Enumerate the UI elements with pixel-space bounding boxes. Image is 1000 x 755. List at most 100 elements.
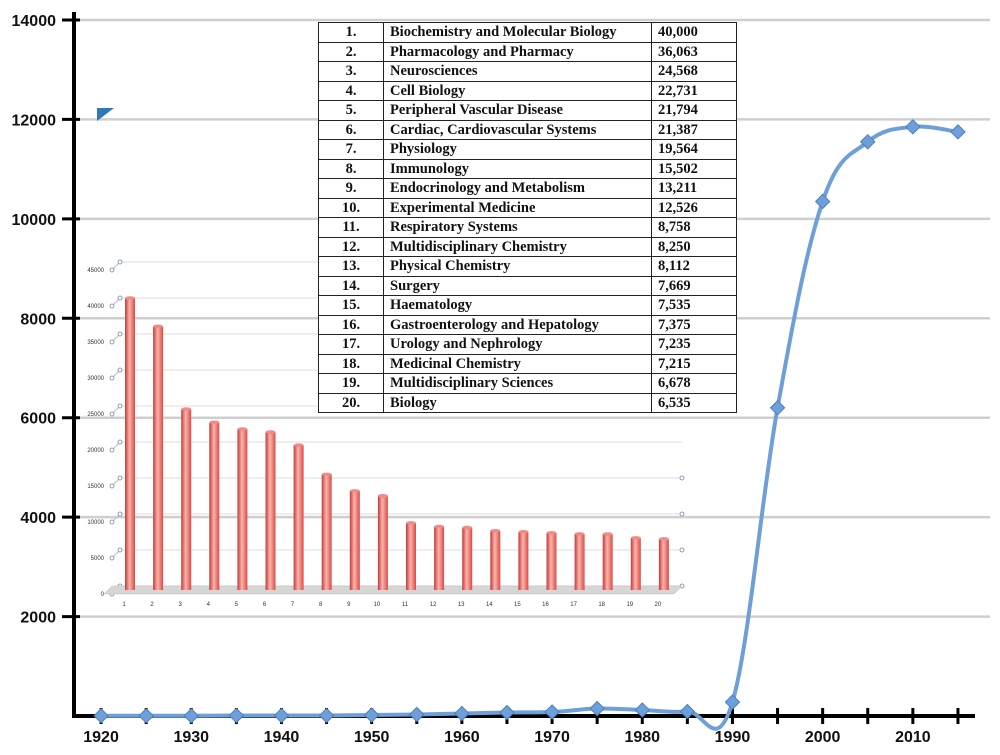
table-cell-field: Multidisciplinary Sciences: [383, 373, 652, 394]
table-cell-value: 24,568: [651, 61, 737, 82]
inset-tick-dot: [109, 267, 115, 273]
inset-bar: [546, 532, 557, 590]
table-cell-field: Experimental Medicine: [383, 197, 652, 218]
table-cell-field: Biology: [383, 392, 652, 413]
x-tick-label: 1980: [624, 729, 660, 746]
table-cell-value: 7,535: [651, 295, 737, 316]
table-cell-rank: 3.: [318, 61, 384, 82]
inset-bar-cap: [265, 430, 276, 434]
table-cell-rank: 17.: [318, 334, 384, 355]
table-cell-field: Cardiac, Cardiovascular Systems: [383, 119, 652, 140]
inset-x-tick-label: 16: [542, 602, 549, 608]
data-point-marker: [363, 707, 380, 723]
table-cell-value: 7,215: [651, 353, 737, 374]
inset-bar-cap: [546, 531, 557, 535]
x-tick-label: 1920: [83, 729, 119, 746]
x-tick-label: 2010: [895, 729, 931, 746]
table-cell-value: 12,526: [651, 197, 737, 218]
data-point-marker: [859, 134, 876, 150]
table-cell-field: Haematology: [383, 295, 652, 316]
table-cell-field: Gastroenterology and Hepatology: [383, 314, 652, 335]
inset-y-tick-label: 0: [101, 592, 105, 598]
inset-tick-dot: [109, 519, 115, 525]
data-point-marker: [408, 706, 425, 723]
data-point-marker: [814, 193, 831, 210]
x-tick-label: 1930: [173, 729, 209, 746]
inset-tick-dot: [117, 259, 123, 265]
y-tick-label: 8000: [20, 311, 56, 328]
table-cell-rank: 1.: [318, 22, 384, 43]
inset-bar: [293, 445, 304, 590]
inset-bar: [602, 534, 613, 590]
inset-x-tick-label: 11: [402, 602, 409, 608]
series-markers: [93, 119, 966, 724]
inset-bar: [518, 531, 529, 590]
inset-bar: [209, 422, 220, 590]
table-row: 16. Gastroenterology and Hepatology 7,375: [318, 314, 737, 335]
inset-x-tick-label: 10: [374, 602, 381, 608]
table-cell-rank: 18.: [318, 353, 384, 374]
data-point-marker: [544, 704, 560, 720]
table-cell-rank: 6.: [318, 119, 384, 140]
data-point-marker: [183, 707, 200, 724]
table-cell-rank: 7.: [318, 139, 384, 160]
inset-bar: [462, 527, 473, 590]
inset-y-tick-label: 15000: [87, 484, 104, 490]
inset-bar-cap: [237, 427, 248, 431]
table-row: 11. Respiratory Systems 8,758: [318, 217, 737, 238]
y-tick-label: 12000: [12, 112, 57, 129]
table-row: 1. Biochemistry and Molecular Biology 40,0…: [318, 22, 737, 43]
table-row: 13. Physical Chemistry 8,112: [318, 256, 737, 277]
inset-x-tick-label: 6: [263, 602, 267, 608]
x-tick-label: 1950: [354, 729, 390, 746]
inset-bar-cap: [602, 532, 613, 536]
inset-bar: [630, 537, 641, 590]
inset-x-tick-label: 2: [150, 602, 154, 608]
table-cell-value: 15,502: [651, 158, 737, 179]
table-row: 12. Multidisciplinary Chemistry 8,250: [318, 236, 737, 257]
inset-y-tick-label: 10000: [87, 520, 104, 526]
table-cell-rank: 11.: [318, 217, 384, 238]
inset-tick-dot: [679, 511, 685, 517]
inset-bar-cap: [518, 529, 529, 534]
data-point-marker: [679, 703, 696, 720]
inset-bar: [181, 409, 192, 590]
table-cell-value: 7,669: [651, 275, 737, 296]
data-point-marker: [634, 702, 651, 718]
inset-x-tick-label: 13: [458, 602, 465, 608]
y-tick-label: 4000: [20, 510, 56, 527]
ranking-table: 1. Biochemistry and Molecular Biology 40,0…: [318, 22, 737, 413]
table-cell-field: Peripheral Vascular Disease: [383, 100, 652, 121]
inset-tick-dot: [109, 303, 115, 309]
table-cell-value: 21,387: [651, 119, 737, 140]
table-cell-value: 6,535: [651, 392, 737, 413]
table-cell-field: Physiology: [383, 139, 652, 160]
inset-bar-cap: [574, 532, 585, 536]
inset-x-tick-label: 1: [122, 602, 126, 608]
data-point-marker: [769, 399, 786, 416]
data-point-marker: [724, 694, 741, 710]
inset-bar-cap: [406, 521, 416, 525]
x-tick-label: 1990: [715, 729, 751, 746]
table-cell-field: Cell Biology: [383, 80, 652, 101]
table-cell-field: Neurosciences: [383, 61, 652, 82]
data-point-marker: [273, 707, 290, 724]
series-line: [99, 124, 960, 731]
inset-bar: [349, 490, 360, 590]
data-point-marker: [228, 707, 245, 724]
table-cell-rank: 15.: [318, 295, 384, 316]
inset-bar-cap: [658, 537, 669, 541]
data-point-marker: [138, 707, 154, 724]
inset-tick-dot: [117, 367, 123, 373]
inset-tick-dot: [117, 547, 123, 553]
inset-y-tick-label: 35000: [87, 340, 104, 346]
inset-tick-dot: [109, 483, 115, 489]
table-cell-rank: 9.: [318, 178, 384, 199]
x-tick-label: 1940: [264, 729, 300, 746]
inset-tick-dot: [117, 439, 123, 445]
inset-tick-dot: [679, 475, 685, 481]
inset-bar: [237, 429, 248, 590]
inset-bar: [265, 432, 276, 590]
inset-x-tick-label: 9: [347, 602, 351, 608]
